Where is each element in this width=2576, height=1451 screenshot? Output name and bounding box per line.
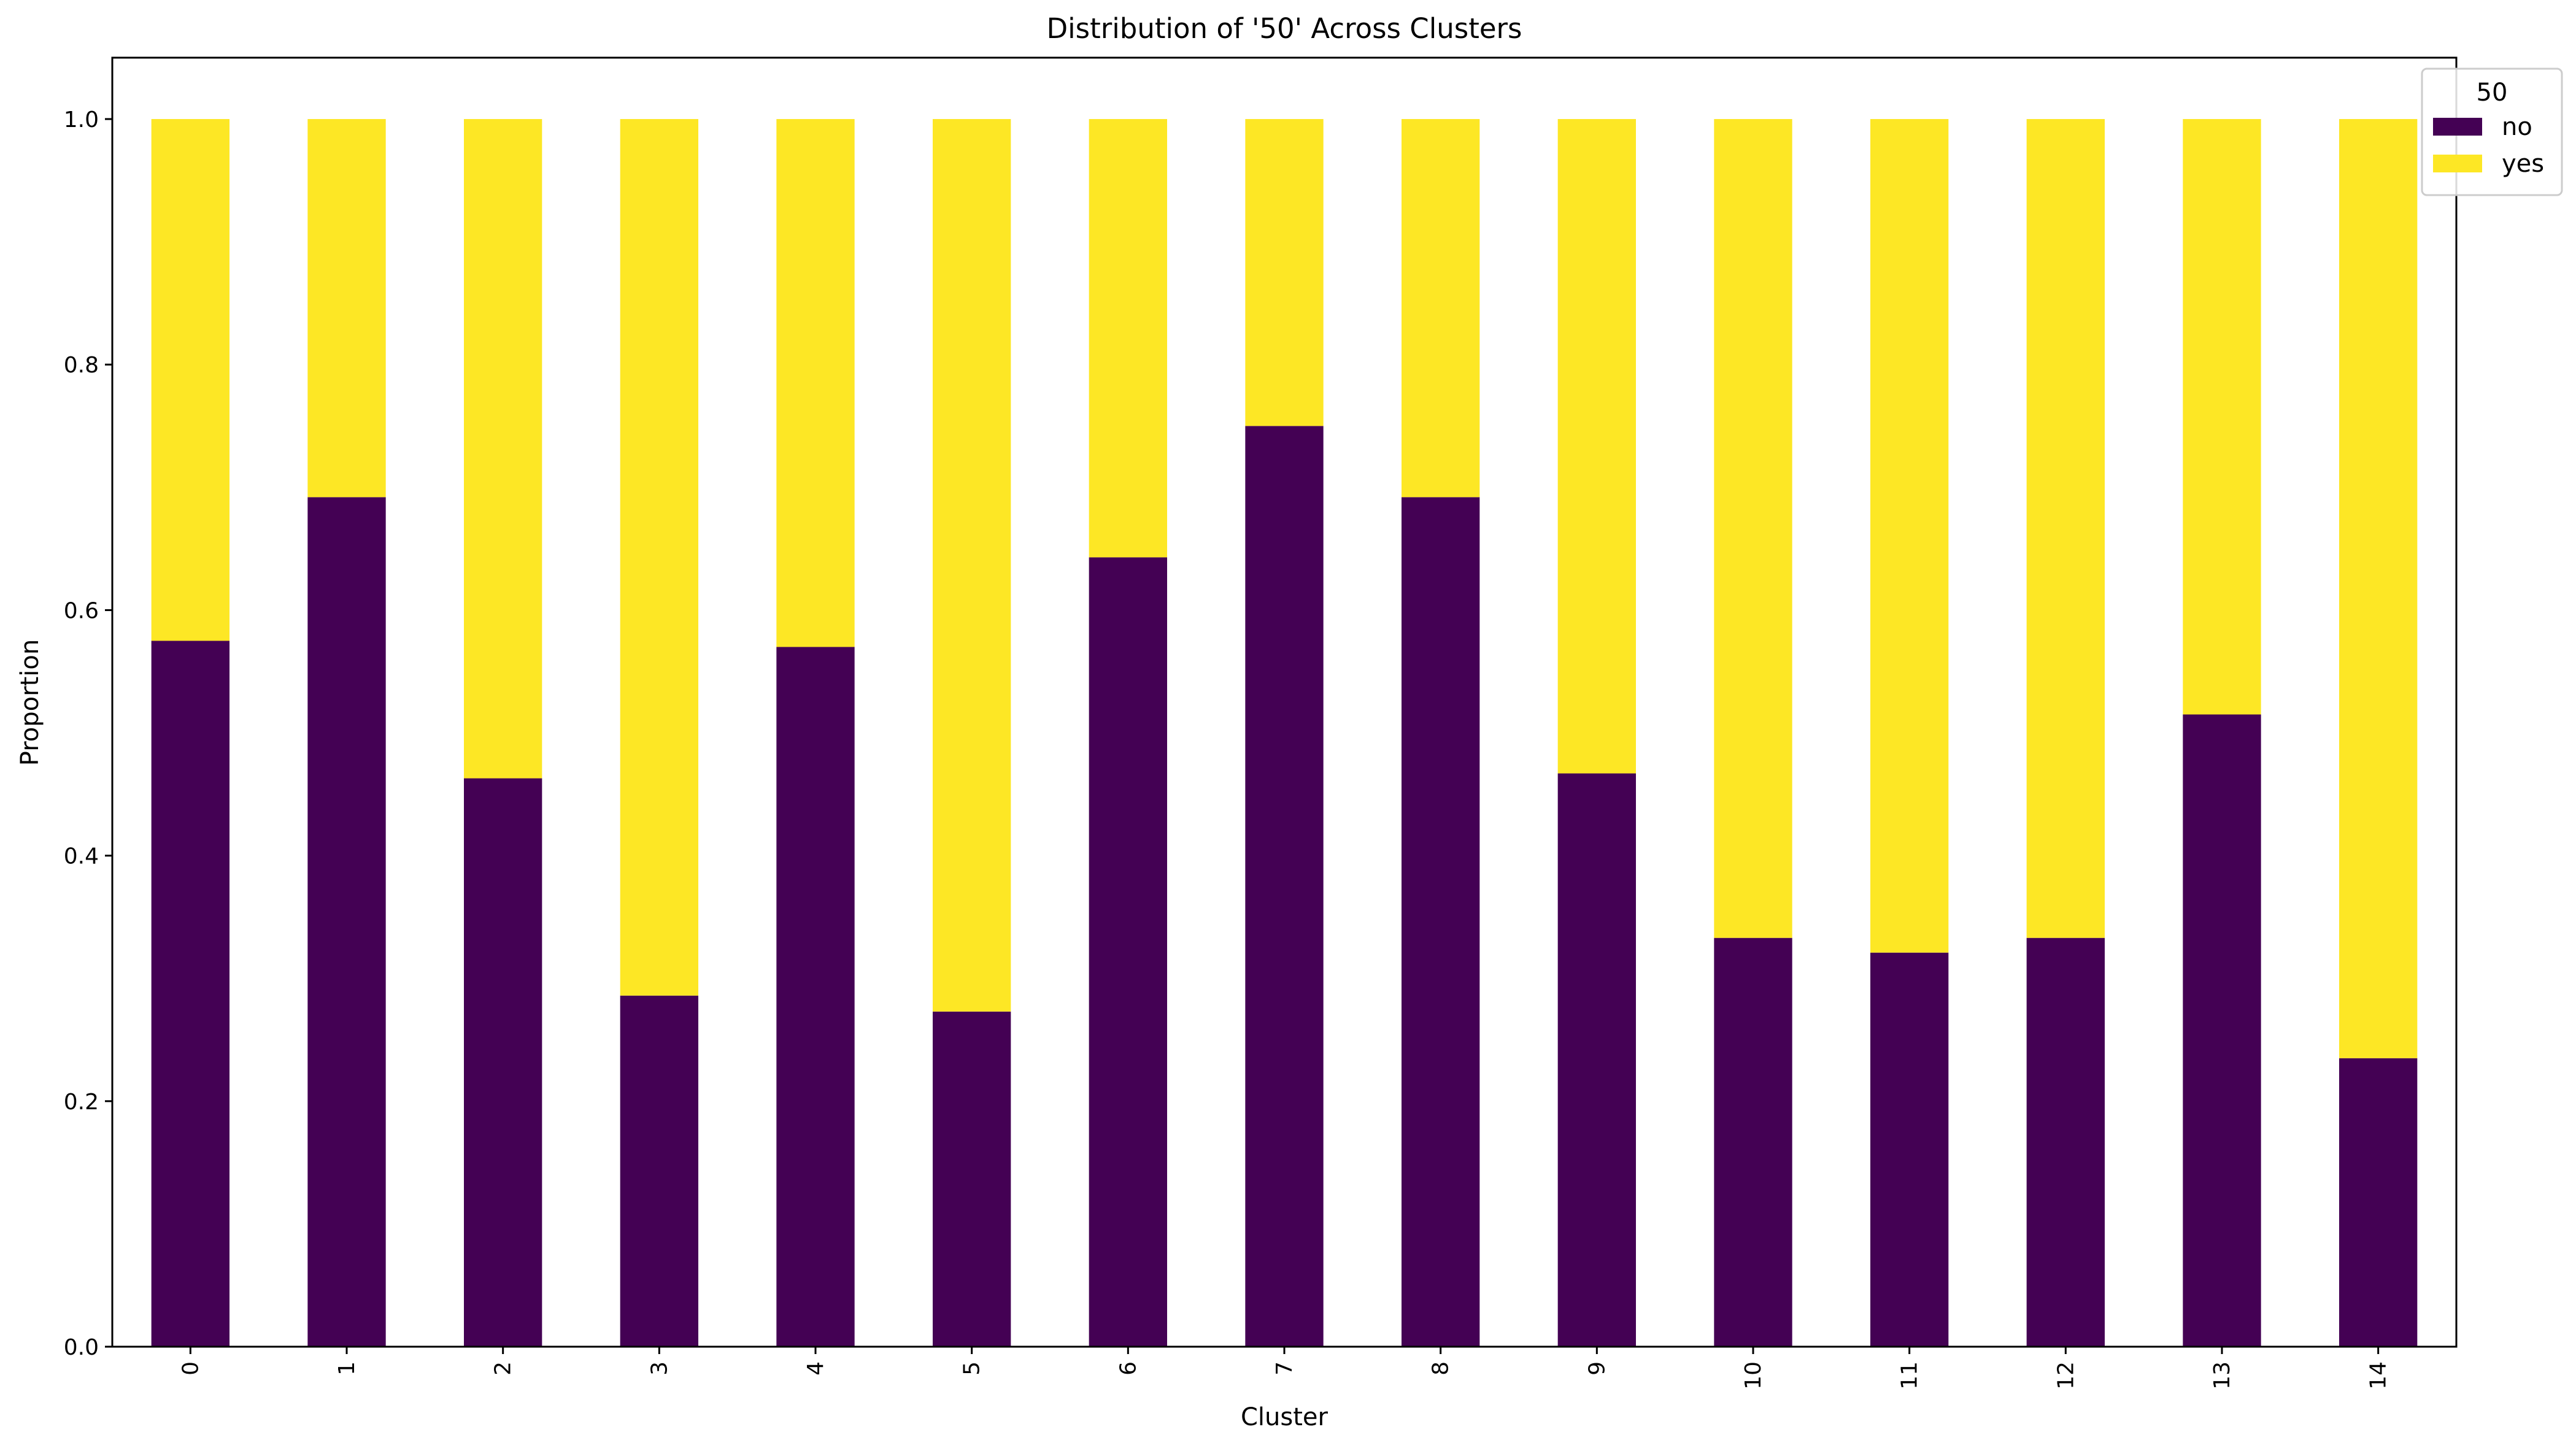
x-tick-label: 7 [1272,1361,1297,1376]
y-tick-label: 0.6 [64,598,99,623]
legend-swatch-no [2433,118,2482,136]
y-tick-label: 0.0 [64,1335,99,1360]
bar-no-cluster-11 [1870,952,1949,1347]
x-tick-label: 14 [2366,1361,2391,1390]
x-tick-label: 5 [960,1361,985,1376]
y-tick-label: 0.2 [64,1090,99,1115]
y-axis: 0.0 0.2 0.4 0.6 0.8 1.0 [64,107,112,1360]
x-tick-label: 4 [803,1361,828,1376]
bar-no-cluster-0 [151,641,229,1347]
bar-no-cluster-4 [776,647,855,1347]
bar-yes-cluster-8 [1402,119,1480,498]
bar-no-cluster-12 [2026,937,2105,1347]
bar-yes-cluster-2 [464,119,542,779]
x-tick-label: 3 [647,1361,672,1376]
bar-no-cluster-2 [464,778,542,1347]
bar-yes-cluster-14 [2339,119,2418,1058]
x-tick-label: 0 [178,1361,203,1376]
plot-frame [111,56,2458,1348]
bar-no-cluster-7 [1245,426,1324,1347]
bar-yes-cluster-5 [933,119,1011,1012]
bar-no-cluster-14 [2339,1058,2418,1347]
bar-yes-cluster-7 [1245,119,1324,426]
bar-yes-cluster-4 [776,119,855,647]
bar-no-cluster-9 [1557,773,1636,1347]
x-axis: 0 1 2 3 4 5 6 7 8 9 10 11 12 13 14 [178,1347,2391,1390]
x-tick-label: 11 [1897,1361,1922,1390]
y-tick-label: 0.4 [64,844,99,869]
legend-label-no: no [2502,113,2532,141]
legend-swatch-yes [2433,155,2482,172]
bar-no-cluster-3 [620,995,698,1347]
bar-yes-cluster-11 [1870,119,1949,953]
x-tick-label: 13 [2210,1361,2235,1390]
bar-yes-cluster-0 [151,119,229,641]
x-tick-label: 12 [2053,1361,2078,1390]
y-tick-label: 0.8 [64,353,99,378]
bar-yes-cluster-13 [2183,119,2261,715]
x-tick-label: 8 [1429,1361,1454,1376]
chart-title: Distribution of '50' Across Clusters [1047,12,1522,45]
bar-no-cluster-5 [933,1011,1011,1347]
x-tick-label: 2 [491,1361,516,1376]
bars-layer [151,119,2418,1347]
bar-no-cluster-13 [2183,714,2261,1347]
legend-title: 50 [2477,79,2508,107]
bar-yes-cluster-9 [1557,119,1636,774]
y-tick-label: 1.0 [64,107,99,133]
x-axis-label: Cluster [1241,1403,1328,1431]
x-tick-label: 9 [1584,1361,1610,1376]
bar-yes-cluster-1 [307,119,386,498]
x-tick-label: 10 [1741,1361,1766,1390]
bar-no-cluster-1 [307,497,386,1347]
legend: 50 no yes [2421,67,2563,196]
bar-no-cluster-6 [1089,557,1167,1347]
legend-label-yes: yes [2502,150,2544,178]
y-axis-label: Proportion [16,639,44,766]
bar-yes-cluster-6 [1089,119,1167,558]
x-tick-label: 6 [1116,1361,1141,1376]
bar-no-cluster-10 [1714,937,1792,1347]
bar-yes-cluster-12 [2026,119,2105,938]
bar-yes-cluster-10 [1714,119,1792,938]
x-tick-label: 1 [334,1361,360,1376]
bar-yes-cluster-3 [620,119,698,996]
bar-no-cluster-8 [1402,497,1480,1347]
